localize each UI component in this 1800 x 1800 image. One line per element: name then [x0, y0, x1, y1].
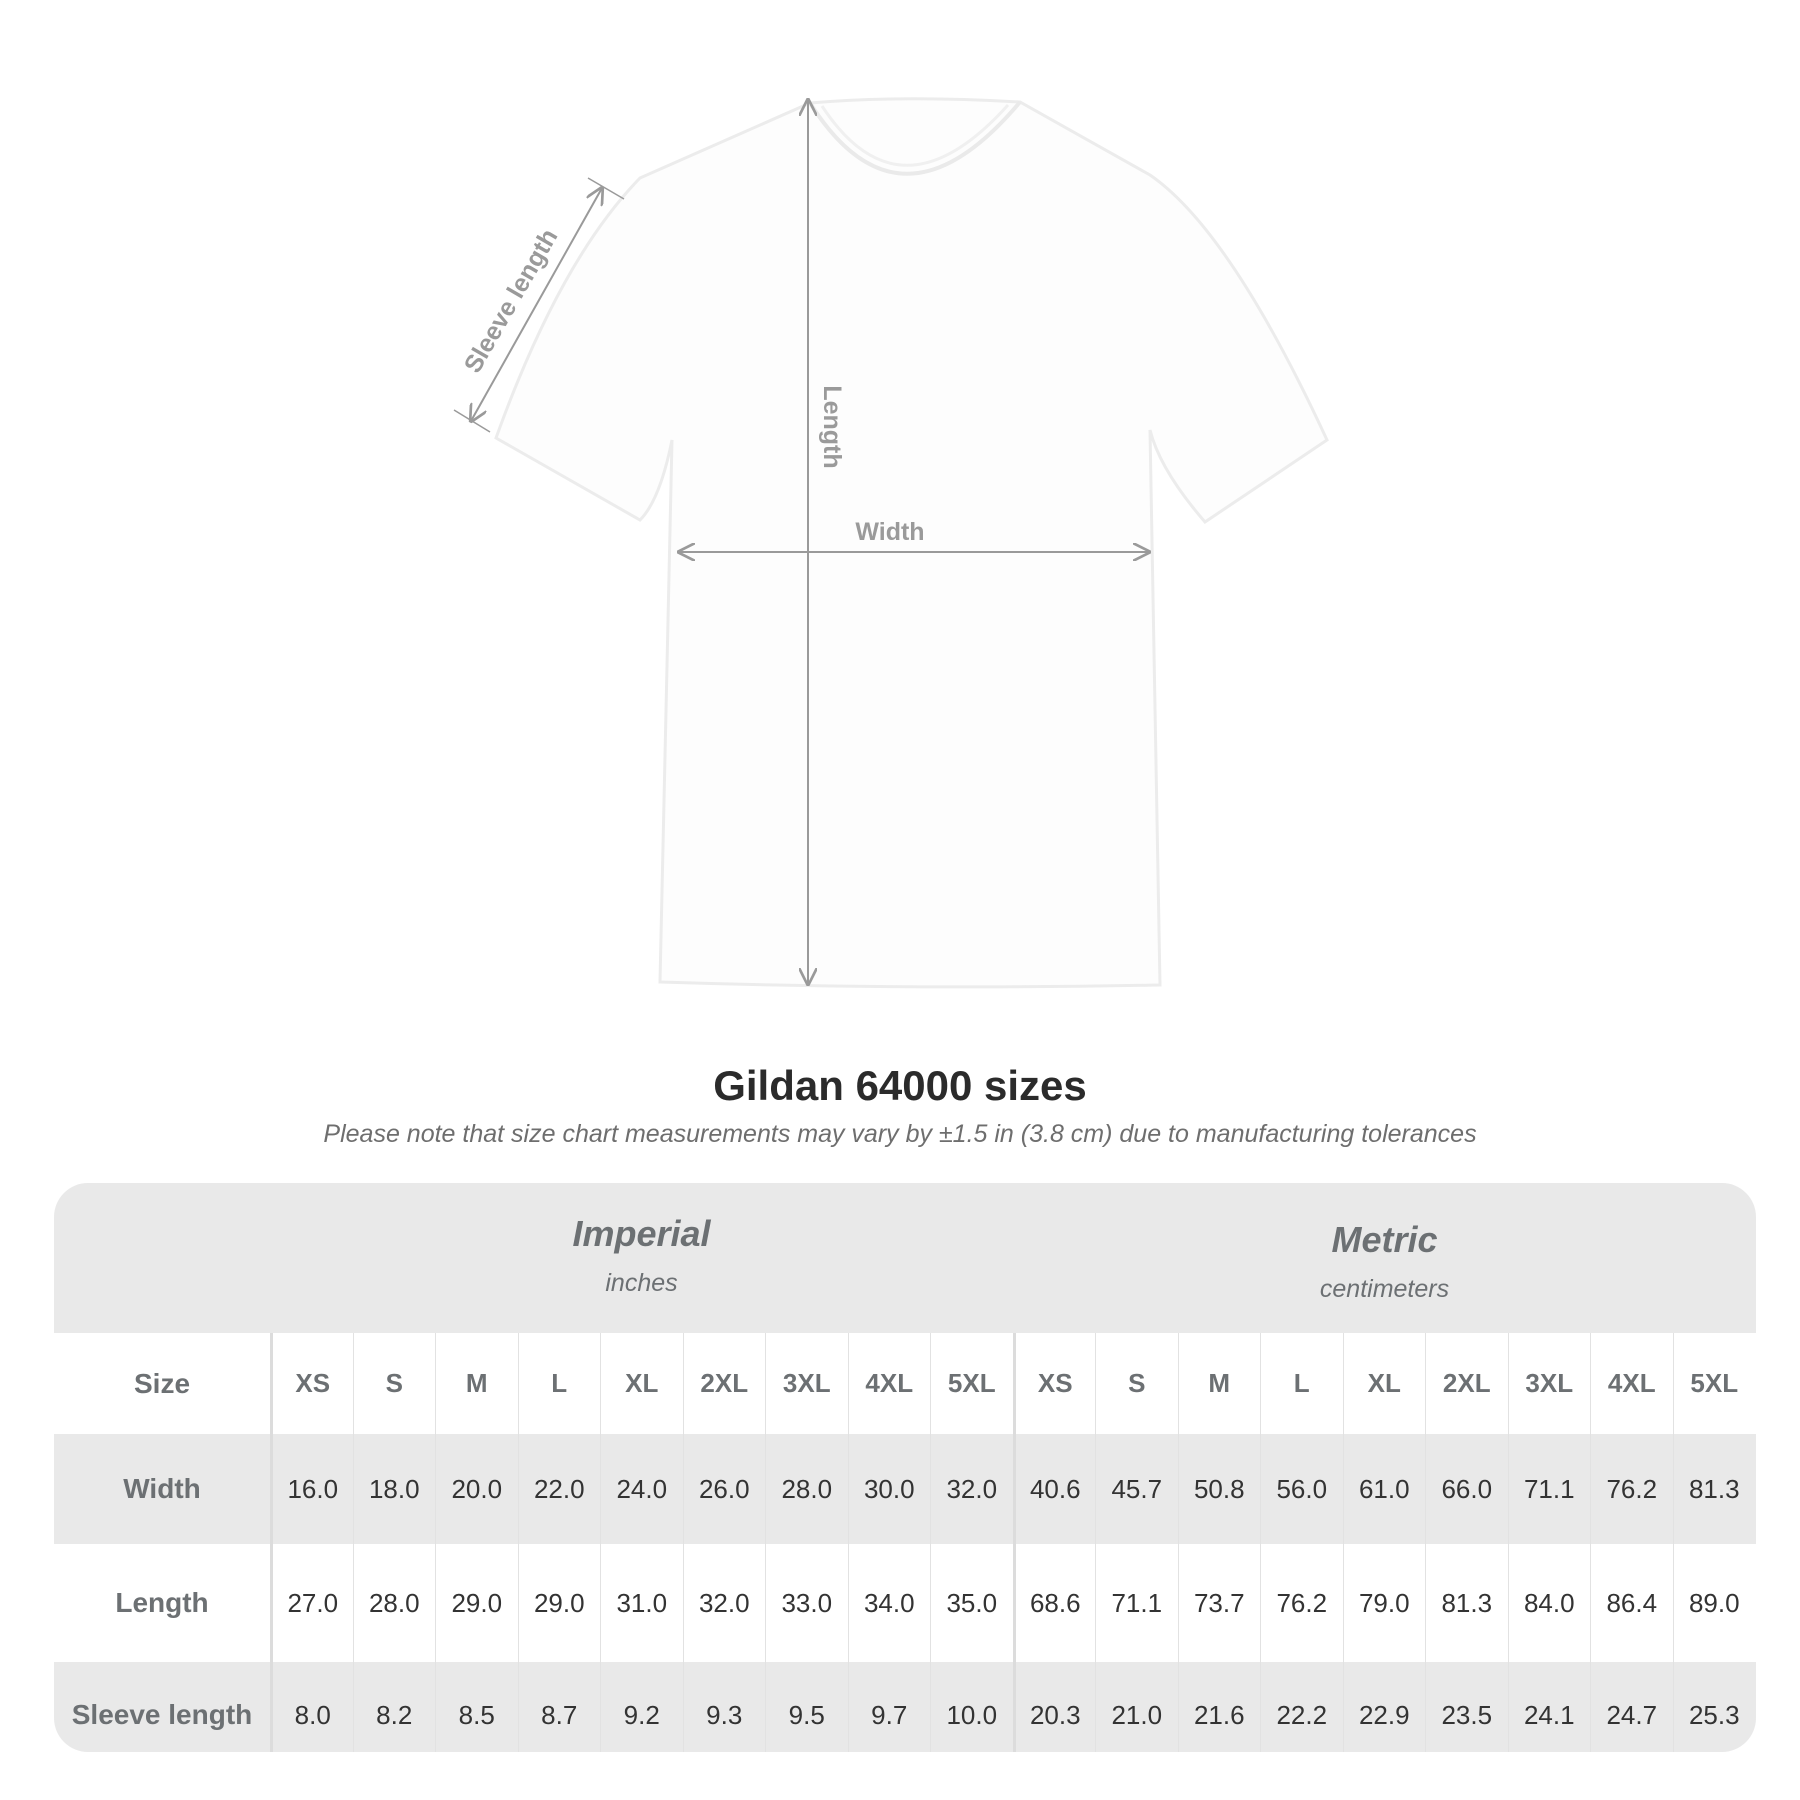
- imperial-value-cell: 8.2: [352, 1662, 436, 1752]
- imperial-value-cell: 29.0: [517, 1544, 601, 1662]
- metric-value-cell: 25.3: [1672, 1662, 1756, 1752]
- metric-value-cell: 73.7: [1177, 1544, 1261, 1662]
- size-header-cell: 4XL: [847, 1333, 931, 1434]
- imperial-value-cell: 8.5: [435, 1662, 518, 1752]
- metric-value-cell: 50.8: [1177, 1434, 1261, 1544]
- imperial-value-cell: 24.0: [600, 1434, 683, 1544]
- row-label: Sleeve length: [71, 1699, 253, 1730]
- metric-heading: Metric: [1331, 1219, 1438, 1260]
- size-header-cell: M: [435, 1333, 518, 1434]
- size-header-cell: 3XL: [1507, 1333, 1591, 1434]
- imperial-value-cell: 34.0: [847, 1544, 931, 1662]
- metric-value-cell: 81.3: [1672, 1434, 1756, 1544]
- size-header-cell: 3XL: [765, 1333, 848, 1434]
- size-header-cell: XL: [1342, 1333, 1426, 1434]
- size-header-cell: M: [1177, 1333, 1261, 1434]
- metric-value-cell: 24.7: [1590, 1662, 1673, 1752]
- metric-value-cell: 81.3: [1425, 1544, 1508, 1662]
- size-header-cell: L: [1260, 1333, 1343, 1434]
- tolerance-note: Please note that size chart measurements…: [323, 1120, 1477, 1148]
- tshirt-diagram: Width Length Sleeve length: [453, 97, 1329, 989]
- imperial-value-cell: 33.0: [765, 1544, 848, 1662]
- imperial-value-cell: 10.0: [930, 1662, 1013, 1752]
- imperial-header: Imperial inches: [270, 1213, 1013, 1363]
- table-row: Sleeve length 8.0 8.2 8.5 8.7 9.2 9.3 9.5 9.7 10.…: [54, 1662, 1756, 1752]
- metric-value-cell: 24.1: [1507, 1662, 1591, 1752]
- table-row: Length 27.0 28.0 29.0 29.0 31.0 32.0 33.0 34.0 35…: [54, 1544, 1756, 1662]
- size-header-cell: 2XL: [1425, 1333, 1508, 1434]
- size-table: Imperial inches Metric centimeters Size X…: [54, 1183, 1756, 1752]
- imperial-unit: inches: [605, 1269, 678, 1297]
- metric-value-cell: 56.0: [1260, 1434, 1343, 1544]
- imperial-heading: Imperial: [572, 1213, 711, 1254]
- imperial-value-cell: 31.0: [600, 1544, 683, 1662]
- imperial-value-cell: 35.0: [930, 1544, 1013, 1662]
- size-header-cell: S: [352, 1333, 436, 1434]
- metric-value-cell: 40.6: [1012, 1434, 1096, 1544]
- size-header-cell: 5XL: [930, 1333, 1013, 1434]
- imperial-value-cell: 27.0: [270, 1544, 353, 1662]
- metric-header: Metric centimeters: [1013, 1219, 1756, 1369]
- metric-value-cell: 61.0: [1342, 1434, 1426, 1544]
- metric-value-cell: 71.1: [1507, 1434, 1591, 1544]
- metric-value-cell: 79.0: [1342, 1544, 1426, 1662]
- imperial-value-cell: 20.0: [435, 1434, 518, 1544]
- row-label: Width: [123, 1473, 201, 1504]
- length-label: Length: [818, 385, 846, 468]
- metric-value-cell: 22.9: [1342, 1662, 1426, 1752]
- metric-value-cell: 21.0: [1095, 1662, 1178, 1752]
- size-header-cell: XS: [1012, 1333, 1096, 1434]
- imperial-value-cell: 32.0: [930, 1434, 1013, 1544]
- metric-value-cell: 45.7: [1095, 1434, 1178, 1544]
- metric-value-cell: 76.2: [1260, 1544, 1343, 1662]
- row-label: Length: [115, 1587, 209, 1618]
- size-header-row: Size XS S M L XL 2XL 3XL 4XL 5XL XS S M L XL 2XL 3XL 4XL 5…: [54, 1333, 1756, 1434]
- table-row: Width 16.0 18.0 20.0 22.0 24.0 26.0 28.0 30.0 32.…: [54, 1434, 1756, 1544]
- size-header-cell: XS: [270, 1333, 353, 1434]
- imperial-value-cell: 26.0: [682, 1434, 766, 1544]
- imperial-value-cell: 9.5: [765, 1662, 848, 1752]
- metric-value-cell: 84.0: [1507, 1544, 1591, 1662]
- sleeve-arrow: [471, 188, 602, 421]
- metric-value-cell: 68.6: [1012, 1544, 1096, 1662]
- metric-value-cell: 76.2: [1590, 1434, 1673, 1544]
- imperial-value-cell: 29.0: [435, 1544, 518, 1662]
- metric-value-cell: 71.1: [1095, 1544, 1178, 1662]
- imperial-value-cell: 9.2: [600, 1662, 683, 1752]
- size-header-cell: 4XL: [1590, 1333, 1673, 1434]
- imperial-value-cell: 28.0: [352, 1544, 436, 1662]
- imperial-value-cell: 18.0: [352, 1434, 436, 1544]
- metric-value-cell: 23.5: [1425, 1662, 1508, 1752]
- imperial-value-cell: 30.0: [847, 1434, 931, 1544]
- metric-value-cell: 22.2: [1260, 1662, 1343, 1752]
- size-header-cell: XL: [600, 1333, 683, 1434]
- width-label: Width: [855, 518, 924, 546]
- size-header-cell: 5XL: [1672, 1333, 1756, 1434]
- row-label: Size: [133, 1367, 191, 1399]
- imperial-value-cell: 32.0: [682, 1544, 766, 1662]
- metric-unit: centimeters: [1319, 1275, 1450, 1303]
- metric-value-cell: 86.4: [1590, 1544, 1673, 1662]
- imperial-value-cell: 9.3: [682, 1662, 766, 1752]
- imperial-value-cell: 8.7: [517, 1662, 601, 1752]
- page-title: Gildan 64000 sizes: [713, 1062, 1087, 1109]
- metric-value-cell: 21.6: [1177, 1662, 1261, 1752]
- size-header-cell: S: [1095, 1333, 1178, 1434]
- size-header-cell: L: [517, 1333, 601, 1434]
- imperial-value-cell: 16.0: [270, 1434, 353, 1544]
- size-header-cell: 2XL: [682, 1333, 766, 1434]
- imperial-value-cell: 28.0: [765, 1434, 848, 1544]
- imperial-value-cell: 22.0: [517, 1434, 601, 1544]
- metric-value-cell: 89.0: [1672, 1544, 1756, 1662]
- imperial-value-cell: 8.0: [270, 1662, 353, 1752]
- imperial-value-cell: 9.7: [847, 1662, 931, 1752]
- metric-value-cell: 66.0: [1425, 1434, 1508, 1544]
- metric-value-cell: 20.3: [1012, 1662, 1096, 1752]
